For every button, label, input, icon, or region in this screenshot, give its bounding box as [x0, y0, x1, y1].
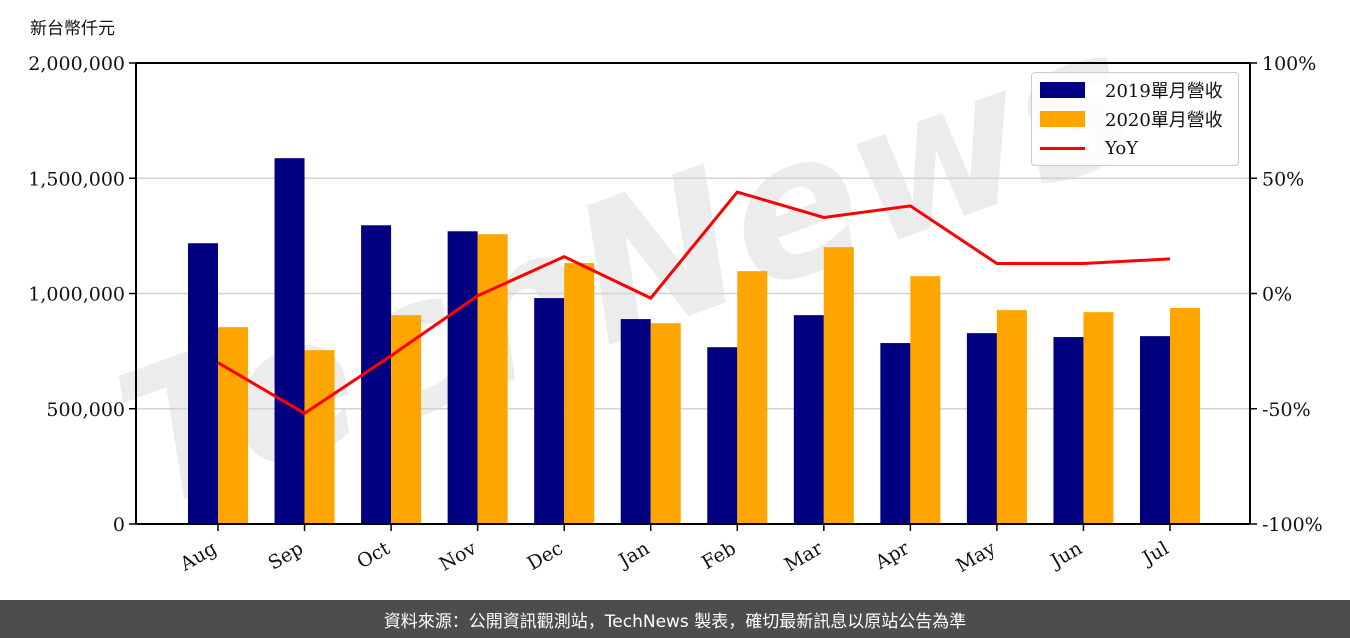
yoy-line-series: [217, 190, 1171, 416]
y2-tick-label: -50%: [1262, 399, 1311, 421]
left-y-axis-ticks: 0 500,000 1,000,000 1,500,000 2,000,000: [28, 53, 136, 536]
legend-label-yoy: YoY: [1105, 137, 1139, 159]
bar-2019-mar: [793, 315, 824, 524]
x-tick-label-apr: Apr: [871, 537, 914, 574]
x-tick-label-nov: Nov: [436, 537, 481, 576]
right-y-axis-ticks: -100% -50% 0% 50% 100%: [1250, 53, 1323, 536]
bar-2020-nov: [477, 234, 508, 524]
bar-2020-jan: [650, 323, 681, 524]
chart: TechNews 0500,0001,000,0001,500,0002,000…: [28, 0, 1323, 577]
footer-text: 資料來源：公開資訊觀測站，TechNews 製表，確切最新訊息以原站公告為準: [383, 611, 967, 632]
x-tick-label-mar: Mar: [781, 537, 827, 576]
y2-tick-label: 50%: [1262, 168, 1304, 190]
source-footer: 資料來源：公開資訊觀測站，TechNews 製表，確切最新訊息以原站公告為準: [0, 600, 1350, 638]
y-tick-label: 0: [113, 514, 125, 536]
bar-2019-sep: [274, 158, 305, 524]
y-tick-label: 500,000: [46, 399, 125, 421]
legend-item-2019: 2019單月營收: [1040, 79, 1223, 102]
legend-swatch-2019: [1040, 82, 1085, 98]
bar-2019-dec: [534, 298, 565, 524]
bar-2019-feb: [707, 347, 738, 524]
bar-2020-apr: [910, 276, 941, 524]
bar-2020-sep: [304, 350, 335, 524]
y-tick-label: 2,000,000: [28, 53, 125, 75]
bar-2019-may: [966, 333, 997, 524]
x-tick-label-may: May: [952, 537, 999, 577]
y-tick-label: 1,000,000: [28, 284, 125, 306]
legend-item-yoy: YoY: [1040, 137, 1138, 159]
y2-tick-label: 0%: [1262, 284, 1292, 306]
y-tick-label: 1,500,000: [28, 168, 125, 190]
bar-2020-mar: [823, 247, 854, 524]
x-tick-label-dec: Dec: [524, 537, 567, 575]
bar-2019-nov: [447, 231, 478, 524]
x-tick-label-sep: Sep: [264, 537, 307, 574]
bar-2019-jun: [1053, 337, 1084, 524]
x-tick-label-jun: Jun: [1045, 537, 1086, 573]
bar-2019-jan: [620, 319, 651, 524]
bar-2020-oct: [391, 315, 422, 524]
bar-2019-aug: [188, 243, 218, 524]
bar-2020-aug: [218, 327, 248, 524]
bar-2019-oct: [361, 225, 392, 524]
x-tick-label-jul: Jul: [1137, 537, 1172, 570]
yoy-line: [217, 190, 1171, 416]
y2-tick-label: -100%: [1262, 514, 1323, 536]
x-tick-label-feb: Feb: [698, 537, 740, 574]
legend-line-yoy: [1040, 146, 1085, 150]
x-tick-label-jan: Jan: [613, 537, 653, 573]
bar-series: [188, 158, 1200, 524]
bar-2020-dec: [564, 263, 595, 524]
bar-2019-jul: [1140, 336, 1170, 524]
legend-label-2020: 2020單月營收: [1105, 110, 1223, 131]
bar-2020-jun: [1083, 312, 1114, 524]
legend-swatch-2020: [1040, 111, 1085, 127]
x-tick-label-oct: Oct: [353, 537, 394, 573]
y-axis-unit-label: 新台幣仟元: [30, 19, 115, 39]
bar-2020-jul: [1170, 308, 1200, 524]
legend-item-2020: 2020單月營收: [1040, 108, 1223, 131]
legend-label-2019: 2019單月營收: [1105, 81, 1223, 102]
bar-2020-feb: [737, 271, 768, 524]
bar-2020-may: [996, 310, 1027, 524]
legend: 2019單月營收 2020單月營收 YoY: [1031, 72, 1239, 166]
x-axis-ticks: Aug Sep Oct Nov Dec Jan Feb Mar Apr May Jun Jul: [176, 524, 1173, 577]
bar-2019-apr: [880, 343, 911, 524]
y2-tick-label: 100%: [1262, 53, 1316, 75]
